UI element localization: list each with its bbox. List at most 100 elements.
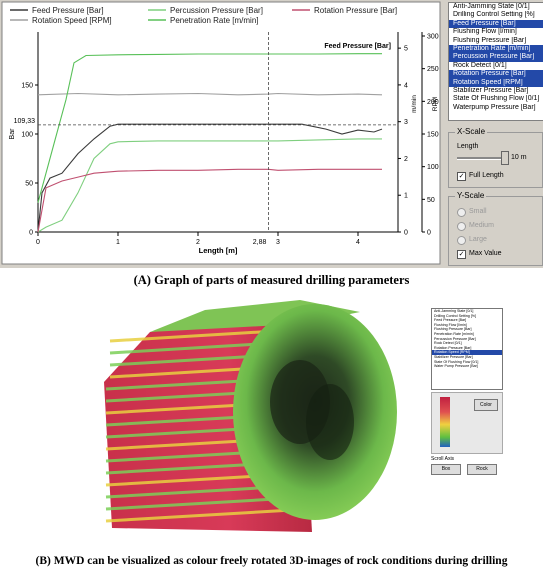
mini-list-item[interactable]: Water Pump Pressure [Bar]	[434, 364, 478, 369]
mini-list-item[interactable]: Percussion Pressure [Bar]	[434, 336, 476, 341]
y-scale-group: Y-Scale Small Medium Large ✓ Max Value	[448, 191, 543, 266]
parameter-list-item[interactable]: Flushing Pressure [Bar]	[453, 36, 527, 44]
y-mid-tick-label: 0	[404, 230, 408, 237]
cursor-series-label: Feed Pressure [Bar]	[324, 43, 391, 50]
radio-medium[interactable]	[457, 222, 466, 231]
dark-zone-2	[306, 384, 354, 460]
x-tick-label: 2	[196, 239, 200, 246]
radio-small[interactable]	[457, 208, 466, 217]
full-length-label: Full Length	[469, 172, 504, 179]
length-label: Length	[457, 143, 479, 150]
y-right-axis-label: RPM	[432, 97, 439, 111]
mini-list-item[interactable]: Stabilizer Pressure [Bar]	[434, 354, 473, 359]
y-scale-title: Y-Scale	[455, 191, 487, 200]
radio-large-label: Large	[469, 236, 487, 243]
y-mid-tick-label: 2	[404, 156, 408, 163]
y-left-axis-label: Bar	[9, 128, 16, 140]
mini-list-item[interactable]: Penetration Rate [m/min]	[434, 331, 474, 336]
y-mid-tick-label: 4	[404, 82, 408, 89]
parameter-list-item[interactable]: Percussion Pressure [Bar]	[449, 53, 543, 62]
parameter-list-item[interactable]: Penetration Rate [m/min]	[449, 45, 543, 54]
parameter-list-item[interactable]: Drilling Control Setting [%]	[453, 11, 535, 19]
cursor-x-label: 2,88	[253, 239, 267, 246]
rock-stripe	[105, 507, 311, 523]
parameter-list-item[interactable]: Feed Pressure [Bar]	[449, 19, 543, 29]
chart-frame	[1, 1, 441, 265]
y-left-tick-label: 100	[21, 132, 33, 139]
y-right-tick-label: 150	[427, 132, 439, 139]
parameter-list-item[interactable]: Stabilizer Pressure [Bar]	[453, 87, 529, 95]
parameter-list[interactable]: Anti-Jamming State [0/1] Drilling Control…	[448, 2, 543, 121]
rock-3d-image[interactable]	[0, 292, 543, 550]
rock-button[interactable]: Rock	[467, 464, 497, 475]
chart-series	[37, 53, 383, 233]
mini-list-item[interactable]: Anti-Jamming State [0/1]	[434, 309, 474, 313]
parameter-list-item[interactable]: Flushing Flow [l/min]	[453, 28, 517, 36]
chart-axes: 0 1 2 3 4 Length [m] 0 50 100 150 Bar 0 1 2 3 4 5 m/min 0 5…	[9, 32, 439, 255]
color-scale-bar	[440, 397, 450, 447]
parameter-list-item[interactable]: Waterpump Pressure [Bar]	[453, 103, 536, 111]
length-slider-thumb[interactable]	[501, 151, 509, 165]
rock-3d-view	[0, 292, 543, 550]
color-scale-box: Color	[431, 392, 503, 454]
series-line	[37, 168, 382, 233]
caption-b: (B) MWD can be visualized as colour free…	[35, 555, 508, 567]
color-button[interactable]: Color	[474, 399, 498, 411]
x-tick-label: 4	[356, 239, 360, 246]
length-slider-track[interactable]	[457, 157, 507, 160]
mini-list-item[interactable]: Rotation Pressure [Bar]	[434, 345, 472, 350]
max-value-checkbox[interactable]: ✓	[457, 250, 466, 259]
scroll-axis-title: Scroll Axis	[431, 456, 455, 462]
y-mid-tick-label: 1	[404, 193, 408, 200]
radio-large[interactable]	[457, 236, 466, 245]
caption-a: (A) Graph of parts of measured drilling …	[133, 273, 410, 287]
y-right-tick-label: 250	[427, 66, 439, 73]
chart-cursor[interactable]: 2,88 109,33 Feed Pressure [Bar]	[14, 32, 398, 246]
x-scale-title: X-Scale	[455, 127, 488, 136]
y-left-tick-label: 150	[21, 83, 33, 90]
mini-list-item[interactable]: Feed Pressure [Bar]	[434, 318, 467, 323]
legend-label: Feed Pressure [Bar]	[32, 6, 104, 15]
mini-list-item[interactable]: Flushing Flow [l/min]	[434, 322, 467, 327]
y-right-tick-label: 0	[427, 230, 431, 237]
parameter-list-item[interactable]: Anti-Jamming State [0/1]	[453, 3, 530, 10]
legend-label: Rotation Pressure [Bar]	[314, 6, 397, 15]
series-line	[37, 53, 382, 203]
cursor-y-label: 109,33	[14, 118, 36, 125]
control-panel: Anti-Jamming State [0/1] Drilling Control…	[446, 0, 543, 268]
series-line	[37, 138, 382, 233]
x-tick-label: 1	[116, 239, 120, 246]
mini-list-item[interactable]: Rotation Speed [RPM]	[432, 350, 502, 355]
chart-legend: Feed Pressure [Bar] Percussion Pressure […	[10, 6, 397, 25]
full-length-checkbox[interactable]: ✓	[457, 172, 466, 181]
x-scale-group: X-Scale Length 10 m ✓ Full Length	[448, 127, 543, 188]
max-value-label: Max Value	[469, 250, 502, 257]
y-left-tick-label: 0	[29, 230, 33, 237]
legend-label: Rotation Speed [RPM]	[32, 16, 112, 25]
legend-label: Percussion Pressure [Bar]	[170, 6, 263, 15]
mini-list-item[interactable]: Flushing Pressure [Bar]	[434, 327, 472, 332]
y-mid-tick-label: 5	[404, 46, 408, 53]
y-right-tick-label: 50	[427, 197, 435, 204]
series-line	[37, 92, 383, 96]
mini-control-panel: Anti-Jamming State [0/1] Drilling Control…	[431, 308, 503, 475]
parameter-list-item[interactable]: Rock Detect [0/1]	[453, 61, 507, 69]
box-button[interactable]: Box	[431, 464, 461, 475]
legend-label: Penetration Rate [m/min]	[170, 16, 258, 25]
x-axis-label: Length [m]	[199, 246, 238, 255]
scroll-axis-group: Scroll Axis	[431, 456, 501, 468]
mini-list-item[interactable]: Drilling Control Setting [%]	[434, 313, 476, 318]
mini-list-item[interactable]: State Of Flushing Flow [0/1]	[434, 359, 479, 364]
parameter-list-item[interactable]: Rotation Pressure [Bar]	[449, 70, 543, 79]
parameter-list-item[interactable]: Rotation Speed [RPM]	[449, 78, 543, 88]
parameter-list-item[interactable]: State Of Flushing Flow [0/1]	[453, 95, 540, 103]
mini-parameter-list[interactable]: Anti-Jamming State [0/1] Drilling Control…	[431, 308, 503, 390]
x-tick-label: 3	[276, 239, 280, 246]
x-tick-label: 0	[36, 239, 40, 246]
drilling-parameters-window: Feed Pressure [Bar] Percussion Pressure […	[0, 0, 543, 268]
y-left-tick-label: 50	[25, 181, 33, 188]
y-mid-axis-label: m/min	[411, 95, 418, 113]
radio-medium-label: Medium	[469, 222, 494, 229]
mini-list-item[interactable]: Rock Detect [0/1]	[434, 341, 462, 346]
length-value: 10 m	[511, 154, 527, 161]
